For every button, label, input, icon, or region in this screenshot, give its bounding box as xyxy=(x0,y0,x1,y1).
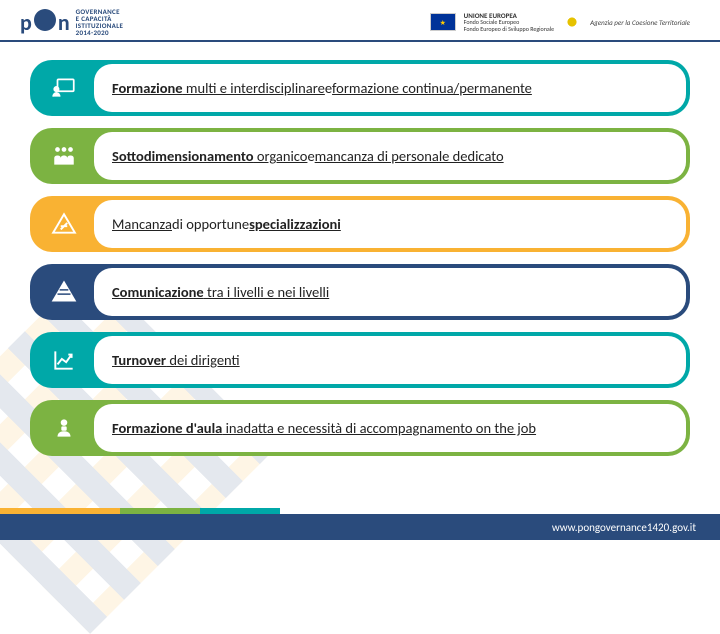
eu-flag-icon xyxy=(430,13,456,31)
info-row-1: Sottodimensionamento organico e mancanza… xyxy=(30,128,690,184)
agenzia-label: Agenzia per la Coesione Territoriale xyxy=(590,18,690,27)
row-text-1: Sottodimensionamento organico e mancanza… xyxy=(94,132,686,180)
people-icon xyxy=(34,132,94,180)
info-row-4: Turnover dei dirigenti xyxy=(30,332,690,388)
logo-eu-group: UNIONE EUROPEA Fondo Sociale Europeo Fon… xyxy=(430,11,690,33)
row-text-0: Formazione multi e interdisciplinare e f… xyxy=(94,64,686,112)
warn-icon xyxy=(34,200,94,248)
logo-pon: p n GOVERNANCE E CAPACITÀ ISTITUZIONALE … xyxy=(20,8,123,36)
footer-accent xyxy=(0,508,280,514)
row-text-2: Mancanza di opportune specializzazioni xyxy=(94,200,686,248)
header: p n GOVERNANCE E CAPACITÀ ISTITUZIONALE … xyxy=(0,0,720,42)
row-text-3: Comunicazione tra i livelli e nei livell… xyxy=(94,268,686,316)
italy-emblem-icon xyxy=(562,11,582,33)
person-icon xyxy=(34,404,94,452)
info-row-0: Formazione multi e interdisciplinare e f… xyxy=(30,60,690,116)
pyramid-icon xyxy=(34,268,94,316)
pon-mark: p n xyxy=(20,9,70,36)
pon-subtitle: GOVERNANCE E CAPACITÀ ISTITUZIONALE 2014… xyxy=(76,8,124,36)
footer: www.pongovernance1420.gov.it xyxy=(0,514,720,540)
info-row-5: Formazione d'aula inadatta e necessità d… xyxy=(30,400,690,456)
info-row-2: Mancanza di opportune specializzazioni xyxy=(30,196,690,252)
chart-icon xyxy=(34,336,94,384)
info-row-3: Comunicazione tra i livelli e nei livell… xyxy=(30,264,690,320)
teacher-icon xyxy=(34,64,94,112)
pon-o-icon xyxy=(34,9,56,31)
footer-url: www.pongovernance1420.gov.it xyxy=(552,521,696,534)
row-text-4: Turnover dei dirigenti xyxy=(94,336,686,384)
eu-text: UNIONE EUROPEA Fondo Sociale Europeo Fon… xyxy=(464,12,554,33)
row-text-5: Formazione d'aula inadatta e necessità d… xyxy=(94,404,686,452)
eu-sub: Fondo Sociale Europeo Fondo Europeo di S… xyxy=(464,18,554,33)
rows-container: Formazione multi e interdisciplinare e f… xyxy=(0,42,720,456)
